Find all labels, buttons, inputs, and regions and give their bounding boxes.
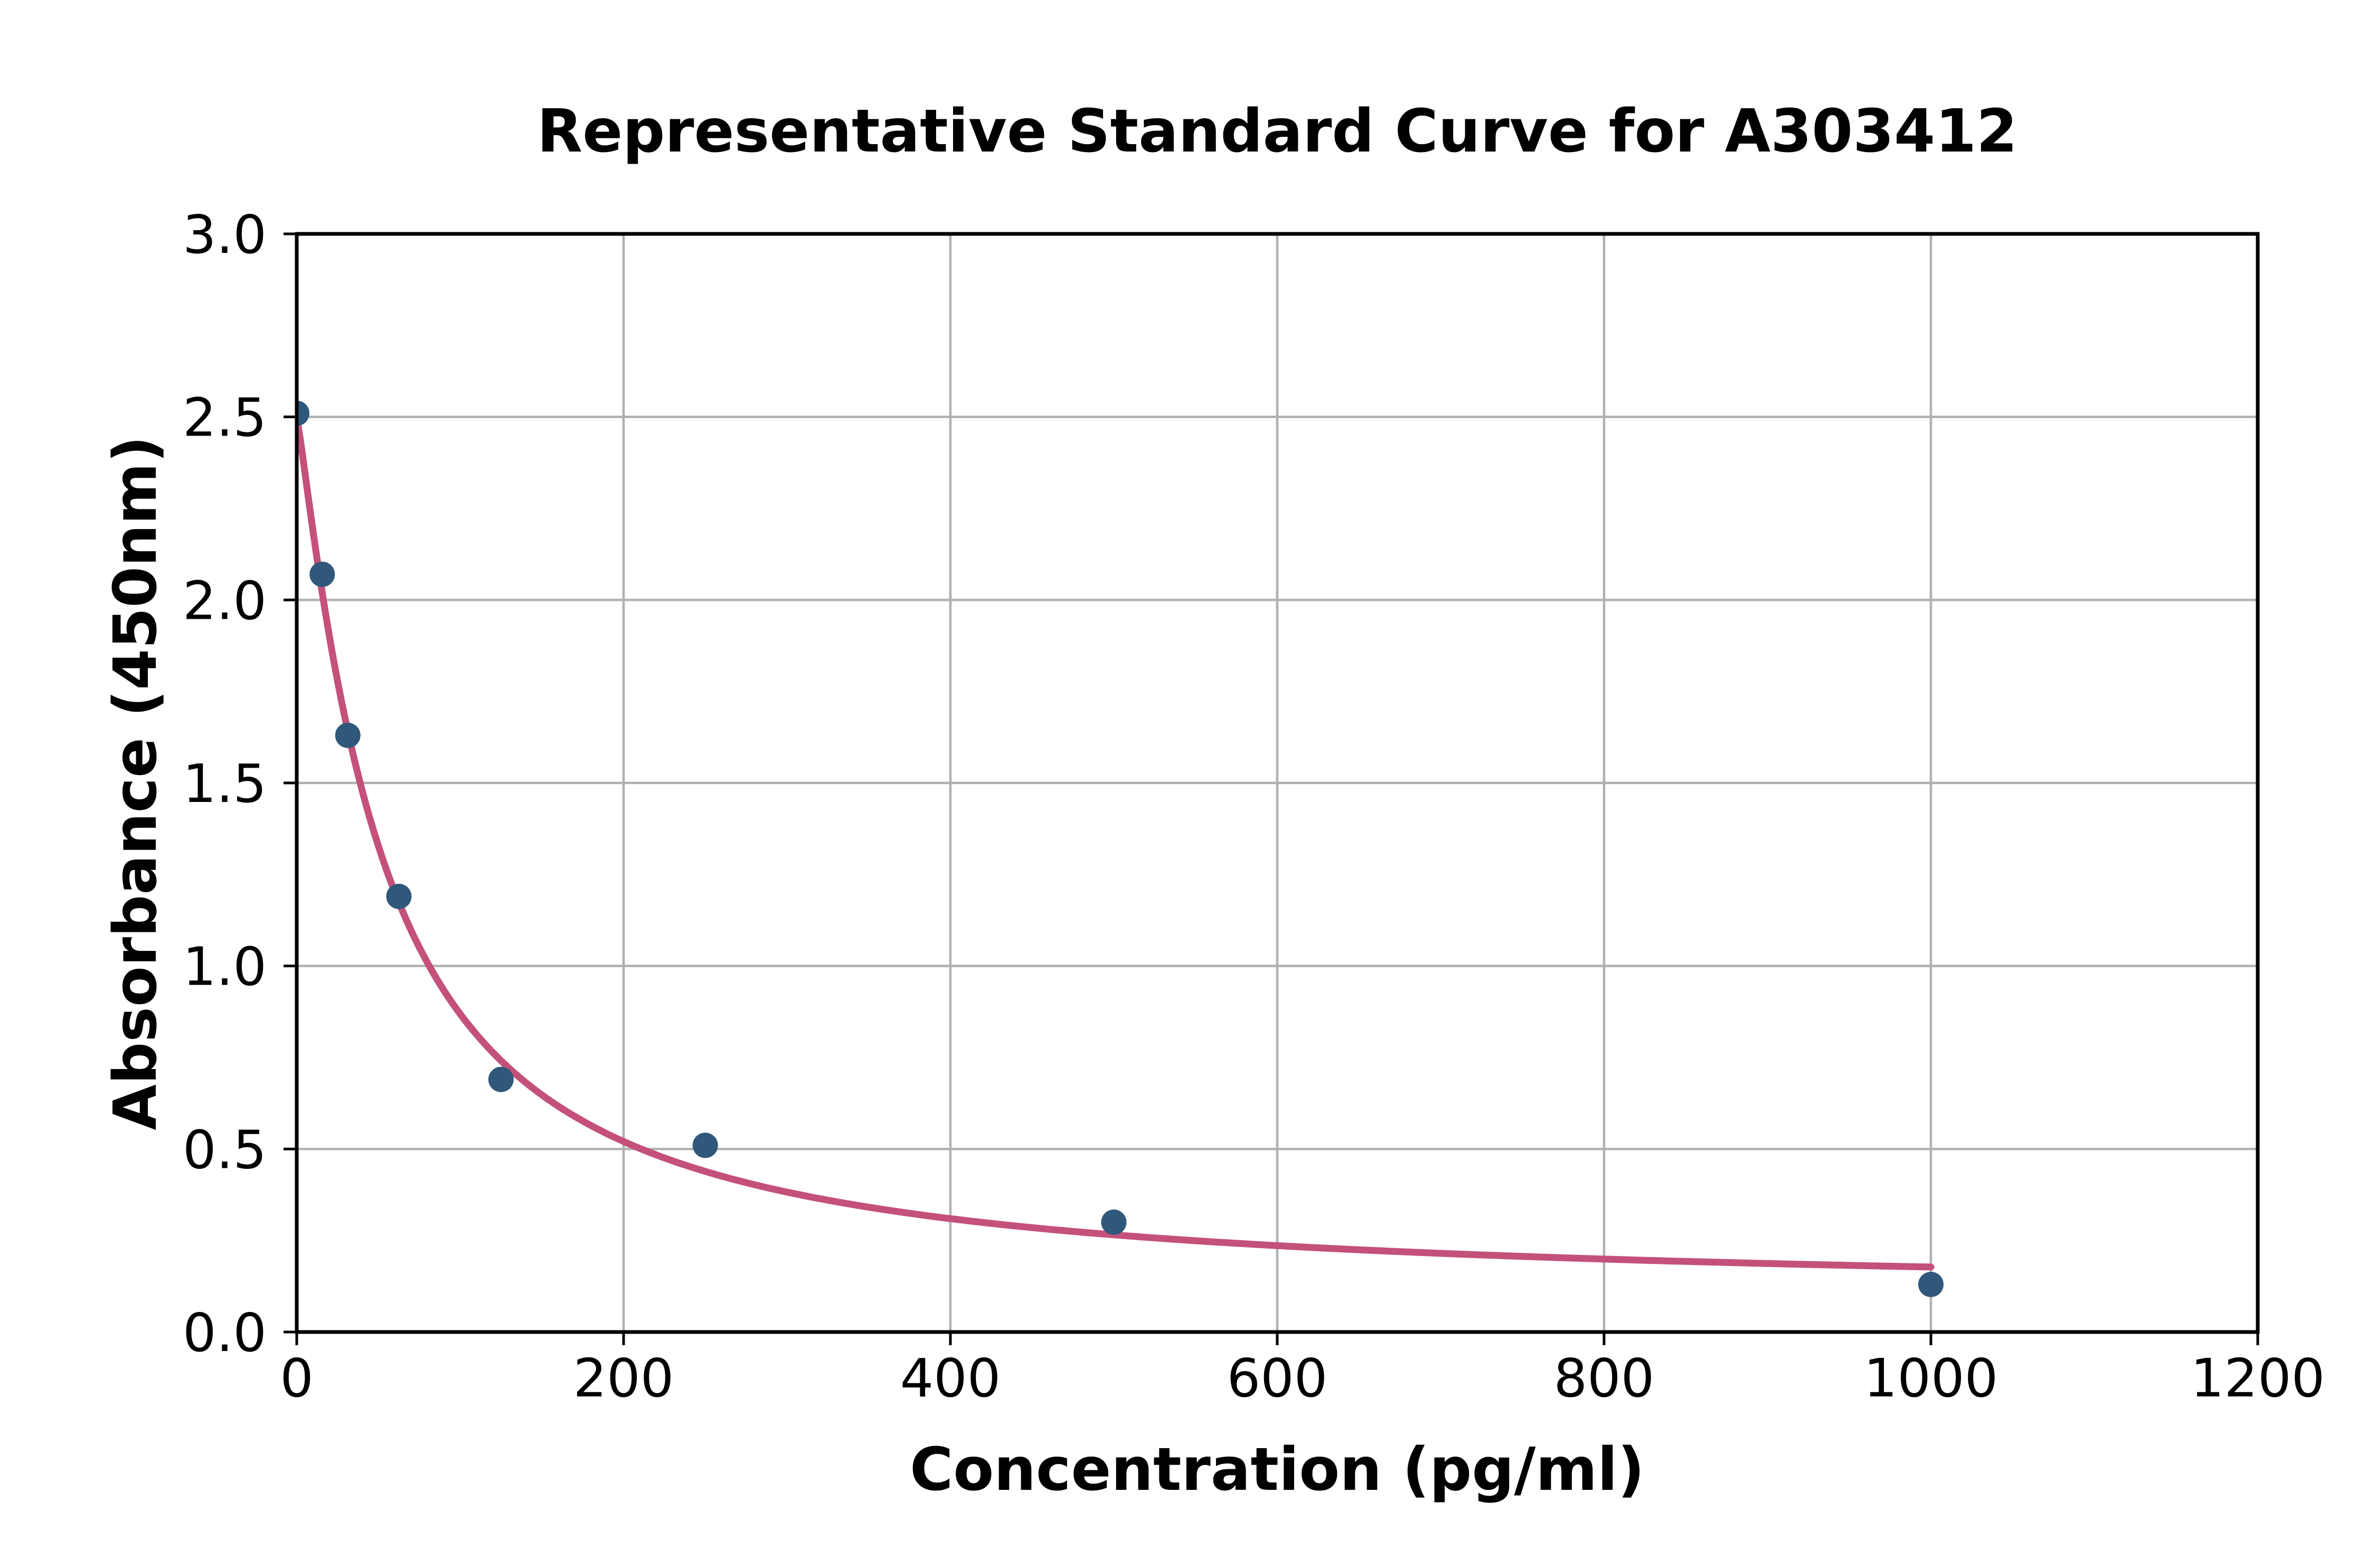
curve-group	[297, 413, 1935, 1271]
data-point	[386, 883, 412, 909]
y-tick-label: 1.0	[183, 936, 267, 998]
y-tick-label: 3.0	[183, 204, 267, 266]
points-group	[297, 400, 1944, 1297]
data-point	[309, 561, 335, 587]
data-point	[1101, 1210, 1127, 1235]
gridlines	[295, 232, 2259, 1334]
x-tick-label: 200	[573, 1347, 674, 1409]
data-point	[335, 722, 361, 748]
x-tick-label: 600	[1227, 1347, 1328, 1409]
x-tick-label: 1200	[2191, 1347, 2325, 1409]
y-tick-label: 2.5	[183, 387, 267, 449]
standard-curve-line	[297, 413, 1935, 1271]
x-tick-labels: 0 200 400 600 800 1000 1200	[280, 1347, 2325, 1409]
data-point	[692, 1132, 718, 1158]
y-tick-labels: 0.0 0.5 1.0 1.5 2.0 2.5 3.0	[183, 204, 267, 1364]
axis-ticks	[284, 232, 2259, 1345]
data-point	[297, 400, 309, 426]
x-axis-label: Concentration (pg/ml)	[910, 1435, 1645, 1504]
x-tick-label: 400	[900, 1347, 1001, 1409]
y-axis-label: Absorbance (450nm)	[101, 436, 170, 1130]
x-tick-label: 800	[1554, 1347, 1655, 1409]
x-tick-label: 0	[280, 1347, 314, 1409]
x-tick-label: 1000	[1864, 1347, 1998, 1409]
data-point	[1918, 1271, 1944, 1297]
y-tick-label: 2.0	[183, 570, 267, 631]
y-tick-label: 1.5	[183, 753, 267, 815]
y-tick-label: 0.0	[183, 1302, 267, 1364]
y-tick-label: 0.5	[183, 1119, 267, 1180]
data-point	[488, 1066, 514, 1092]
chart-title: Representative Standard Curve for A30341…	[537, 97, 2017, 166]
